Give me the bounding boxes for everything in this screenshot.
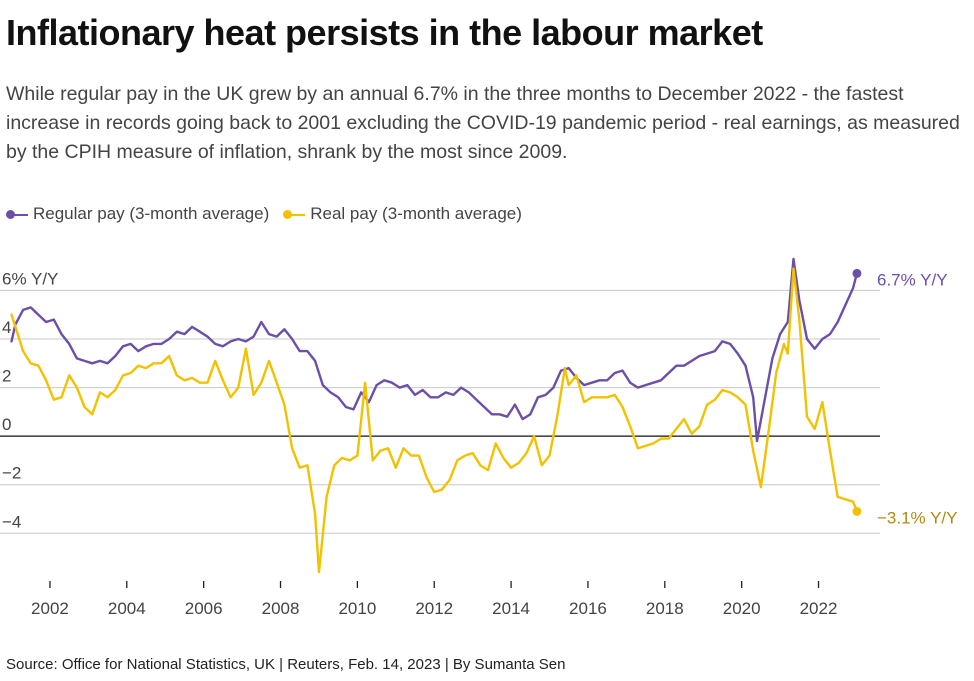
legend-swatch-real-pay — [283, 209, 306, 220]
x-tick-label: 2010 — [338, 599, 376, 618]
legend-label-real-pay: Real pay (3-month average) — [310, 204, 522, 223]
legend: Regular pay (3-month average) Real pay (… — [6, 204, 536, 224]
y-tick-label: 2 — [2, 367, 11, 386]
x-tick-label: 2016 — [569, 599, 607, 618]
legend-item-real-pay: Real pay (3-month average) — [283, 204, 522, 224]
chart-subtitle: While regular pay in the UK grew by an a… — [6, 83, 960, 163]
series-line-regular-pay — [10, 257, 859, 443]
series-end-label-regular-pay: 6.7% Y/Y — [877, 270, 948, 289]
source-note: Source: Office for National Statistics, … — [6, 656, 566, 673]
x-tick-label: 2004 — [108, 599, 146, 618]
x-tick-label: 2012 — [415, 599, 453, 618]
legend-label-regular-pay: Regular pay (3-month average) — [33, 204, 270, 223]
y-tick-label: 6% Y/Y — [2, 269, 58, 288]
x-tick-label: 2008 — [262, 599, 300, 618]
x-tick-label: 2022 — [800, 599, 838, 618]
series-end-label-real-pay: −3.1% Y/Y — [877, 508, 958, 527]
x-tick-label: 2018 — [646, 599, 684, 618]
y-tick-label: −4 — [2, 512, 21, 531]
y-tick-label: 4 — [2, 318, 11, 337]
y-tick-label: 0 — [2, 415, 11, 434]
legend-item-regular-pay: Regular pay (3-month average) — [6, 204, 269, 224]
series-line-real-pay — [10, 267, 859, 574]
x-tick-label: 2002 — [31, 599, 69, 618]
legend-swatch-regular-pay — [6, 209, 28, 220]
series-end-dot-regular-pay — [852, 268, 862, 278]
x-tick-label: 2020 — [723, 599, 761, 618]
y-tick-label: −2 — [2, 464, 21, 483]
x-tick-label: 2014 — [492, 599, 530, 618]
chart-title: Inflationary heat persists in the labour… — [6, 12, 763, 53]
x-tick-label: 2006 — [185, 599, 223, 618]
series-end-dot-real-pay — [852, 506, 862, 516]
